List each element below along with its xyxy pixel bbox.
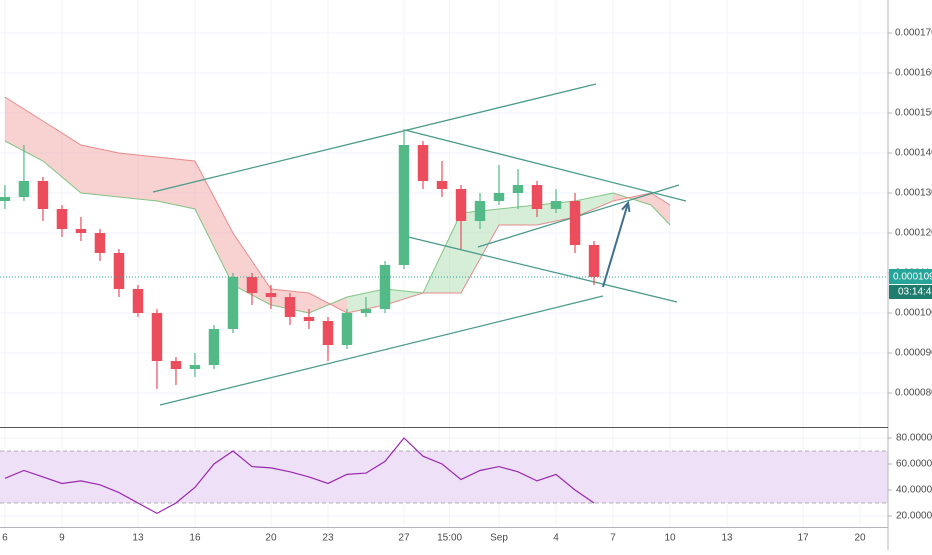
rsi-band [0, 450, 888, 503]
x-tick-label: 6 [2, 533, 8, 544]
candle-body [360, 309, 372, 313]
candle-body [379, 265, 391, 309]
x-tick-label: 27 [398, 533, 410, 544]
rsi-tick-label: 60.0000 [896, 459, 932, 470]
x-tick-label: 9 [59, 533, 65, 544]
cloud-segment [232, 233, 271, 305]
y-tick-label: 0.0001600 [895, 68, 932, 79]
x-tick-label: 17 [797, 533, 809, 544]
trend-line [404, 129, 687, 202]
candle-body [569, 201, 581, 245]
x-tick-label: 4 [553, 533, 559, 544]
x-tick-label: 13 [721, 533, 733, 544]
candle-body [550, 201, 562, 209]
trend-line [399, 234, 678, 303]
candle-body [18, 181, 30, 197]
arrow-head [621, 200, 631, 213]
y-tick-label: 0.0001300 [895, 188, 932, 199]
price-pane [0, 83, 888, 406]
trend-line [159, 295, 604, 406]
current-price-tag [889, 269, 932, 284]
countdown-tag [889, 285, 932, 299]
cloud-segment [651, 193, 671, 225]
arrow-shaft [602, 202, 630, 288]
y-tick-label: 0.0001700 [895, 28, 932, 39]
candle-body [246, 277, 258, 293]
y-tick-label: 0.0000800 [895, 388, 932, 399]
candle-body [208, 329, 220, 365]
x-tick-label: 15:00 [437, 533, 462, 544]
x-tick-label: 16 [189, 533, 201, 544]
cloud-segment [42, 121, 81, 193]
cloud-segment [118, 153, 157, 201]
candle-body [227, 277, 239, 329]
candle-body [341, 313, 353, 345]
grid [0, 0, 888, 527]
cloud-segment [80, 145, 119, 197]
trend-line [152, 83, 597, 193]
cloud-segment [461, 209, 500, 293]
candle-body [151, 313, 163, 361]
candle-body [455, 189, 467, 221]
candle-body [94, 233, 106, 253]
candle-body [75, 229, 87, 233]
x-tick-label: Sep [490, 533, 508, 544]
candle-body [474, 201, 486, 221]
candle-body [398, 145, 410, 265]
candle-body [113, 253, 125, 289]
candle-body [512, 185, 524, 193]
candle-body [189, 365, 201, 369]
candle-body [322, 321, 334, 345]
x-tick-label: 10 [664, 533, 676, 544]
x-tick-label: 23 [322, 533, 334, 544]
rsi-tick-label: 20.0000 [896, 511, 932, 522]
rsi-pane [0, 437, 888, 515]
x-tick-label: 20 [855, 533, 867, 544]
candle-body [436, 181, 448, 189]
cloud-segment [4, 97, 43, 161]
candle-body [417, 145, 429, 181]
candle-body [170, 361, 182, 369]
candle-body [303, 317, 315, 321]
cloud-segment [194, 161, 233, 285]
y-tick-label: 0.0001400 [895, 148, 932, 159]
candle-body [588, 245, 600, 277]
candle-body [56, 209, 68, 229]
y-tick-label: 0.0001200 [895, 228, 932, 239]
cloud-segment [156, 157, 195, 209]
x-tick-label: 7 [610, 533, 616, 544]
candle-body [531, 185, 543, 209]
y-tick-label: 0.0000900 [895, 348, 932, 359]
candle-body [132, 289, 144, 313]
rsi-tick-label: 80.0000 [896, 433, 932, 444]
countdown-label: 03:14:48 [898, 287, 932, 298]
x-tick-label: 20 [265, 533, 277, 544]
y-tick-label: 0.0001000 [895, 308, 932, 319]
cloud-segment [499, 205, 538, 225]
y-tick-label: 0.0001500 [895, 108, 932, 119]
candle-body [284, 297, 296, 317]
rsi-tick-label: 40.0000 [896, 485, 932, 496]
x-tick-label: 13 [132, 533, 144, 544]
candle-body [493, 193, 505, 201]
candle-body [265, 293, 277, 297]
candle-body [0, 197, 11, 201]
candle-body [37, 181, 49, 209]
cloud-segment [384, 289, 424, 305]
rsi-line [4, 437, 595, 515]
